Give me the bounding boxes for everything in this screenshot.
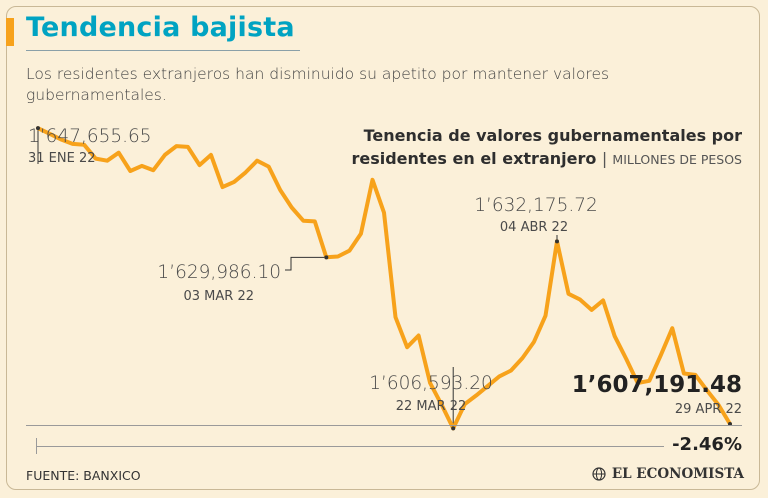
data-point (637, 382, 639, 384)
data-point (625, 358, 627, 360)
data-point (510, 369, 512, 372)
globe-icon (592, 467, 606, 481)
data-point (118, 152, 120, 154)
last-date: 29 APR 22 (675, 402, 742, 417)
data-point (567, 293, 570, 295)
page-title: Tendencia bajista (26, 12, 295, 43)
data-point (72, 143, 74, 145)
data-point (394, 316, 397, 318)
data-point (187, 146, 189, 148)
data-point (671, 327, 673, 329)
data-point (717, 404, 720, 406)
data-point (521, 357, 524, 359)
data-point (487, 385, 489, 387)
point-marker (555, 239, 559, 244)
data-point (533, 341, 535, 343)
data-point (441, 404, 443, 406)
change-track (36, 446, 664, 447)
annotation-value: 1’647,655.65 (28, 126, 152, 147)
chart-title: Tenencia de valores gubernamentales por … (282, 124, 742, 171)
point-marker (728, 421, 732, 426)
data-point (383, 212, 385, 214)
data-point (198, 164, 201, 166)
annotation-date: 03 MAR 22 (184, 289, 255, 304)
data-point (475, 394, 477, 397)
subtitle: Los residentes extranjeros han disminuid… (26, 65, 610, 104)
title-rule (26, 50, 300, 51)
data-point (152, 169, 154, 171)
data-point (106, 160, 108, 162)
percent-change: -2.46% (672, 434, 742, 455)
data-point (233, 181, 235, 183)
chart-units: MILLONES DE PESOS (612, 152, 742, 167)
data-point (406, 346, 408, 348)
data-point (291, 206, 293, 209)
point-marker (324, 255, 329, 260)
annotation-labels: 1’647,655.65 31 ENE 22 1’629,986.10 03 MAR … (28, 126, 742, 431)
data-point (371, 179, 374, 181)
data-point (164, 154, 166, 156)
leader-line (285, 256, 327, 271)
annotation-value: 1’606,593.20 (369, 373, 493, 394)
data-point (706, 389, 708, 391)
annotation-date: 04 ABR 22 (500, 220, 568, 235)
point-marker (36, 126, 40, 131)
data-point (210, 154, 212, 156)
data-point (683, 372, 685, 375)
data-point (83, 144, 85, 146)
annotation-date: 31 ENE 22 (28, 151, 96, 166)
annotation-value: 1’629,986.10 (157, 262, 281, 283)
data-point (614, 335, 616, 337)
data-point (660, 354, 662, 356)
data-point (129, 170, 131, 172)
data-point (48, 133, 51, 135)
data-point (302, 220, 304, 222)
brand: EL ECONOMISTA (592, 466, 744, 482)
frame (6, 6, 760, 490)
data-point (648, 380, 650, 382)
accent-bar (6, 18, 14, 46)
data-point (544, 315, 547, 317)
data-point (221, 186, 224, 188)
data-point (279, 189, 281, 191)
annotation-date: 22 MAR 22 (396, 399, 467, 414)
data-point (591, 309, 593, 311)
data-point (141, 165, 143, 167)
data-point (694, 374, 697, 376)
data-point (418, 334, 420, 337)
brand-name: EL ECONOMISTA (611, 466, 744, 482)
annotation-value: 1’632,175.72 (474, 195, 598, 216)
data-point (95, 157, 97, 160)
title-separator: | (601, 149, 613, 168)
data-point (602, 299, 604, 301)
last-value: 1’607,191.48 (572, 372, 742, 398)
data-point (268, 165, 270, 168)
data-point (360, 233, 362, 235)
data-point (60, 138, 62, 141)
data-point (464, 403, 466, 405)
bottom-divider (26, 425, 742, 426)
data-point (337, 255, 339, 258)
chart-title-text: Tenencia de valores gubernamentales por … (351, 126, 742, 168)
data-point (348, 250, 350, 252)
point-marker (451, 426, 456, 431)
data-point (579, 299, 581, 301)
data-point (429, 382, 431, 384)
data-point (175, 145, 177, 147)
data-point (498, 375, 500, 377)
data-point (256, 160, 258, 162)
data-point (245, 171, 247, 174)
source: FUENTE: BANXICO (26, 468, 141, 483)
data-point (314, 220, 316, 223)
